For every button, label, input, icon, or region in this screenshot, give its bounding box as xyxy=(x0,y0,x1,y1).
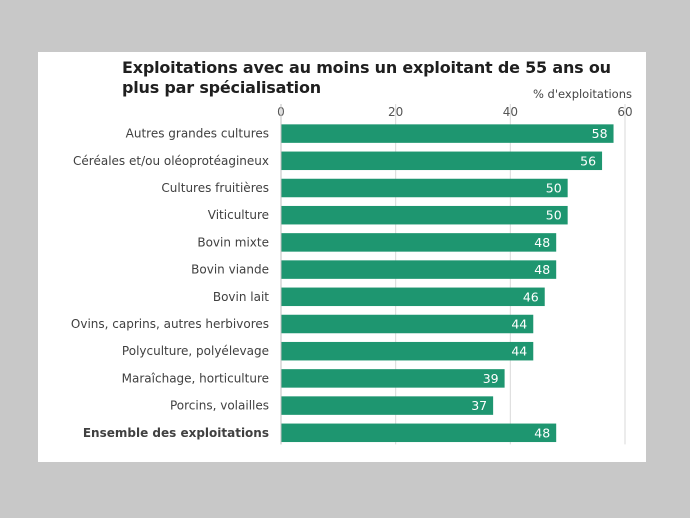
data-label-0: 58 xyxy=(592,126,608,141)
category-label-10: Porcins, volailles xyxy=(170,399,269,413)
bar-3 xyxy=(281,205,568,225)
data-label-10: 37 xyxy=(471,398,487,413)
x-tick-label-2: 40 xyxy=(503,105,518,119)
data-label-6: 46 xyxy=(523,289,539,304)
data-label-4: 48 xyxy=(534,235,550,250)
data-label-11: 48 xyxy=(534,425,550,440)
bar-8 xyxy=(281,341,534,361)
category-label-7: Ovins, caprins, autres herbivores xyxy=(71,317,269,331)
category-label-2: Cultures fruitières xyxy=(161,181,269,195)
category-label-11: Ensemble des exploitations xyxy=(83,426,269,440)
category-label-4: Bovin mixte xyxy=(197,235,269,249)
chart-title: Exploitations avec au moins un exploitan… xyxy=(122,58,611,97)
x-tick-label-1: 20 xyxy=(388,105,403,119)
bar-9 xyxy=(281,369,505,388)
category-label-6: Bovin lait xyxy=(213,290,269,304)
chart-card: Exploitations avec au moins un exploitan… xyxy=(38,52,646,462)
data-label-3: 50 xyxy=(546,208,562,223)
bar-5 xyxy=(281,260,557,279)
category-label-5: Bovin viande xyxy=(191,263,269,277)
x-tick-label-3: 60 xyxy=(617,105,632,119)
bar-4 xyxy=(281,233,557,252)
category-label-0: Autres grandes cultures xyxy=(126,127,269,141)
bar-7 xyxy=(281,314,534,334)
bar-11 xyxy=(281,423,557,443)
bar-1 xyxy=(281,151,603,171)
bar-10 xyxy=(281,396,494,415)
data-label-7: 44 xyxy=(511,317,527,332)
data-label-1: 56 xyxy=(580,153,596,168)
bar-chart: 0204060Autres grandes cultures58Céréales… xyxy=(71,104,633,445)
category-label-8: Polyculture, polyélevage xyxy=(122,344,269,358)
category-label-9: Maraîchage, horticulture xyxy=(122,371,269,385)
axis-unit-label: % d'exploitations xyxy=(532,87,632,101)
data-label-2: 50 xyxy=(546,181,562,196)
category-label-3: Viticulture xyxy=(208,208,269,222)
data-label-9: 39 xyxy=(483,371,499,386)
bar-0 xyxy=(281,124,614,143)
data-label-8: 44 xyxy=(511,344,527,359)
bar-6 xyxy=(281,287,545,307)
data-label-5: 48 xyxy=(534,262,550,277)
category-label-1: Céréales et/ou oléoprotéagineux xyxy=(73,154,269,168)
bar-2 xyxy=(281,178,568,198)
